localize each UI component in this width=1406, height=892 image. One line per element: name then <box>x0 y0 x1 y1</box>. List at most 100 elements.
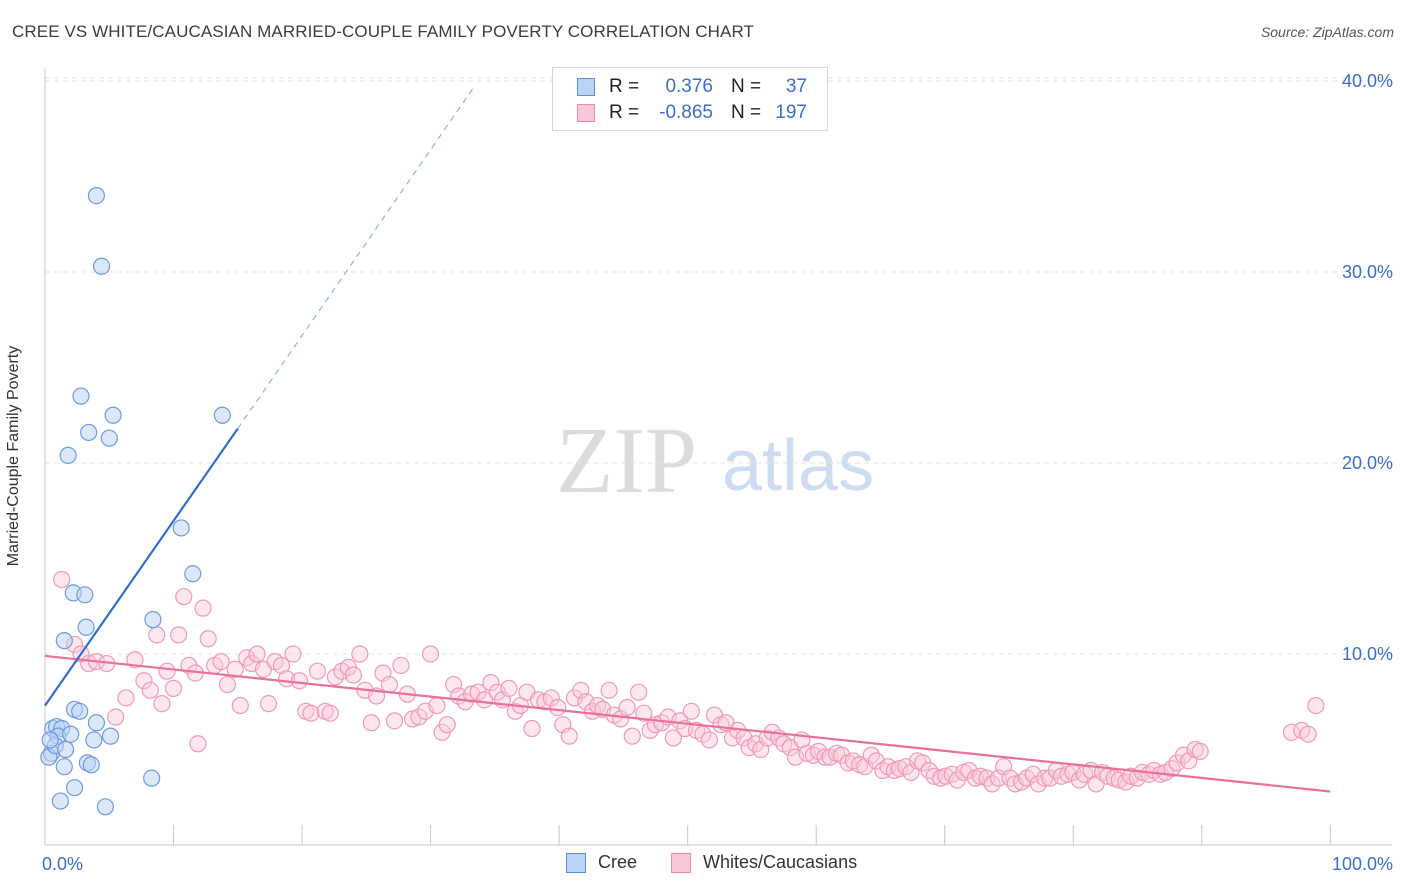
whites-point <box>231 696 249 715</box>
cree-point <box>51 792 70 810</box>
legend-item-whites[interactable]: Whites/Caucasians <box>671 852 857 873</box>
whites-point <box>623 727 641 745</box>
legend-item-cree[interactable]: Cree <box>566 852 637 873</box>
legend-n-value: 37 <box>785 76 807 97</box>
cree-trend-line <box>44 427 239 707</box>
source-label[interactable]: Source: ZipAtlas.com <box>1260 24 1394 40</box>
cree-point <box>62 725 80 743</box>
gridlines <box>45 77 1392 655</box>
whites-point <box>1191 742 1209 761</box>
y-tick-label: 20.0% <box>1342 453 1393 473</box>
whites-point <box>560 727 578 745</box>
whites-point <box>326 668 345 686</box>
whites-point <box>153 695 171 713</box>
legend-n-label: N = <box>731 76 762 97</box>
cree-points <box>40 187 231 816</box>
legend-row-cree: R = 0.376 N = 37 <box>577 75 807 99</box>
whites-point <box>248 645 266 663</box>
series-legend: Cree Whites/Caucasians <box>566 852 891 873</box>
whites-point <box>475 691 494 709</box>
chart-title: CREE VS WHITE/CAUCASIAN MARRIED-COUPLE F… <box>12 22 755 41</box>
cree-swatch <box>566 852 586 873</box>
y-tick-label: 30.0% <box>1342 262 1393 282</box>
cree-point <box>87 714 106 732</box>
whites-point <box>438 716 456 734</box>
whites-point <box>1299 725 1317 743</box>
whites-point <box>175 588 193 606</box>
cree-point <box>92 257 111 275</box>
x-tick-label: 100.0% <box>1332 854 1393 874</box>
cree-point <box>213 406 231 424</box>
cree-point <box>59 446 77 464</box>
cree-point <box>77 618 95 636</box>
whites-point <box>141 681 159 699</box>
whites-point <box>618 698 636 717</box>
whites-point <box>158 662 176 680</box>
whites-point <box>259 695 278 713</box>
whites-point <box>385 712 404 730</box>
whites-point <box>630 683 648 701</box>
legend-row-whites: R = -0.865 N = 197 <box>577 101 807 125</box>
whites-point <box>308 662 327 680</box>
legend-r-value: 0.376 <box>665 76 713 97</box>
cree-point <box>56 740 75 759</box>
whites-point <box>194 599 212 617</box>
legend-r-value: -0.865 <box>659 102 713 123</box>
whites-point <box>362 714 380 732</box>
whites-point <box>403 710 422 728</box>
whites-point <box>321 704 339 722</box>
cree-point <box>184 565 202 583</box>
whites-point <box>53 570 71 589</box>
whites-point <box>290 672 309 690</box>
whites-point <box>199 630 217 648</box>
cree-point <box>72 387 90 405</box>
whites-point <box>1282 723 1301 741</box>
cree-point <box>55 758 73 776</box>
cree-point <box>85 731 103 749</box>
whites-point <box>500 679 518 697</box>
x-tick-label: 0.0% <box>42 854 83 874</box>
whites-trend-line <box>44 654 1331 793</box>
whites-legend-label: Whites/Caucasians <box>703 852 858 872</box>
cree-point <box>76 586 94 604</box>
whites-point <box>428 696 446 715</box>
whites-point <box>542 689 560 707</box>
whites-point <box>635 704 653 722</box>
whites-point <box>212 653 230 671</box>
cree-point <box>87 187 106 205</box>
cree-point <box>172 519 190 537</box>
whites-swatch <box>671 852 692 873</box>
whites-point <box>410 708 428 726</box>
whites-point <box>189 735 207 753</box>
watermark-atlas: atlas <box>722 426 874 506</box>
whites-point <box>126 651 144 669</box>
whites-point <box>421 645 440 663</box>
cree-point <box>144 611 162 629</box>
cree-point <box>143 769 161 787</box>
y-tick-label: 40.0% <box>1342 71 1393 91</box>
cree-point <box>96 798 114 816</box>
cree-point <box>101 727 120 745</box>
cree-point <box>65 779 84 797</box>
whites-point <box>600 681 618 699</box>
cree-trend-extension <box>237 84 476 429</box>
whites-point <box>482 674 500 692</box>
whites-point <box>664 729 682 747</box>
cree-point <box>55 632 73 650</box>
whites-point <box>170 626 188 644</box>
whites-point <box>164 679 183 697</box>
axes <box>44 68 1392 846</box>
whites-point <box>700 731 718 749</box>
tick-labels: 10.0% 20.0% 30.0% 40.0% 0.0% 100.0% <box>42 71 1393 874</box>
whites-point <box>682 702 700 720</box>
cree-point <box>41 731 59 749</box>
whites-point <box>302 704 320 722</box>
cree-legend-label: Cree <box>598 852 638 872</box>
whites-point <box>351 645 369 663</box>
whites-point <box>284 645 302 663</box>
whites-point <box>218 675 237 694</box>
legend-n-label: N = <box>731 102 762 123</box>
watermark-zip: ZIP <box>556 409 697 513</box>
whites-point <box>983 775 1001 793</box>
